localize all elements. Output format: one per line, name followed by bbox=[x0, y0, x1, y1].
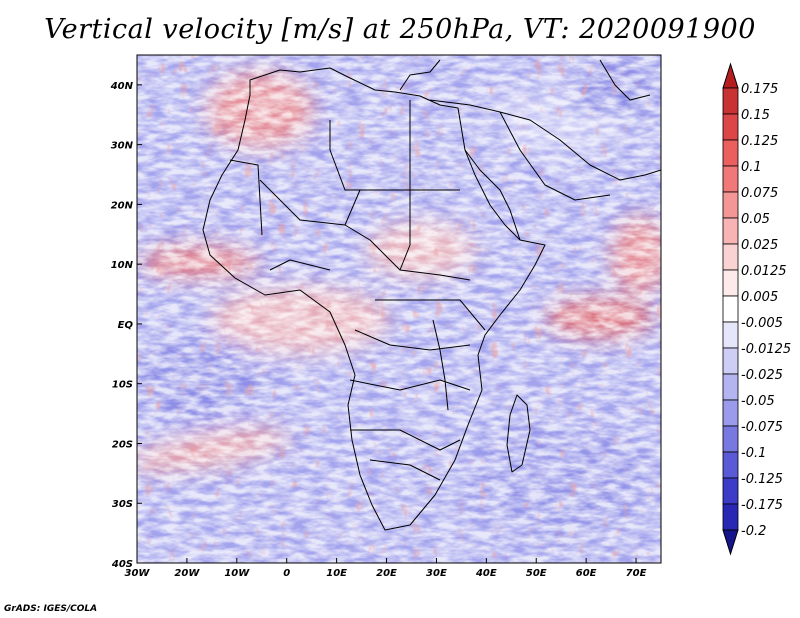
lon-tick-label: 70E bbox=[626, 568, 647, 579]
colorbar-label: -0.0125 bbox=[741, 342, 791, 357]
lat-tick-label: 30N bbox=[111, 141, 134, 152]
colorbar: 0.175 0.15 0.125 0.1 0.075 0.05 0.025 0.0125 0.0… bbox=[722, 62, 791, 556]
colorbar-swatch bbox=[722, 113, 739, 141]
lat-axis: 40N 30N 20N 10N EQ 10S 20S 30S 40S bbox=[110, 81, 142, 570]
colorbar-label: -0.05 bbox=[741, 394, 775, 409]
colorbar-swatch bbox=[722, 139, 739, 167]
velocity-field bbox=[137, 55, 661, 563]
lat-tick-label: 40N bbox=[110, 81, 134, 92]
lon-tick-label: 40E bbox=[475, 568, 497, 579]
lon-tick-label: 10W bbox=[224, 568, 250, 579]
lon-axis: 30W 20W 10W 0 10E 20E 30E 40E 50E 60E 70E bbox=[125, 558, 647, 579]
lat-tick-label: 10N bbox=[111, 260, 134, 271]
map-frame bbox=[136, 54, 662, 564]
colorbar-label: 0.075 bbox=[741, 186, 778, 201]
colorbar-label: 0.05 bbox=[741, 212, 770, 227]
colorbar-swatch bbox=[722, 425, 739, 453]
colorbar-label: -0.1 bbox=[741, 446, 766, 461]
colorbar-label: 0.025 bbox=[741, 238, 778, 253]
lon-tick-label: 0 bbox=[283, 568, 290, 579]
colorbar-swatch bbox=[722, 321, 739, 349]
colorbar-label: -0.005 bbox=[741, 316, 783, 331]
colorbar-swatch bbox=[722, 347, 739, 375]
lon-tick-label: 20E bbox=[376, 568, 397, 579]
colorbar-swatch bbox=[722, 503, 739, 531]
colorbar-swatch bbox=[722, 243, 739, 271]
colorbar-label: -0.2 bbox=[741, 524, 766, 539]
colorbar-swatch bbox=[722, 269, 739, 297]
colorbar-label: 0.005 bbox=[741, 290, 778, 305]
colorbar-swatch bbox=[722, 191, 739, 219]
colorbar-swatch bbox=[722, 295, 739, 323]
coastlines bbox=[202, 59, 661, 531]
lat-tick-label: 10S bbox=[112, 380, 133, 391]
colorbar-swatch bbox=[722, 87, 739, 115]
lon-tick-label: 60E bbox=[576, 568, 597, 579]
colorbar-label: 0.1 bbox=[741, 160, 762, 175]
lat-tick-label: 30S bbox=[112, 499, 133, 510]
lon-tick-label: 50E bbox=[526, 568, 547, 579]
lat-tick-label: 20N bbox=[111, 200, 134, 211]
colorbar-swatch bbox=[722, 373, 739, 401]
colorbar-swatch bbox=[722, 217, 739, 245]
colorbar-label: 0.15 bbox=[741, 108, 770, 123]
lat-tick-label: 40S bbox=[111, 559, 133, 570]
lon-tick-label: 20W bbox=[174, 568, 200, 579]
credit-text: GrADS: IGES/COLA bbox=[4, 604, 98, 614]
lat-tick-label: EQ bbox=[118, 320, 134, 331]
colorbar-swatch bbox=[722, 165, 739, 193]
colorbar-label: -0.175 bbox=[741, 498, 783, 513]
map-title: Vertical velocity [m/s] at 250hPa, VT: 2… bbox=[44, 14, 756, 45]
colorbar-label: -0.125 bbox=[741, 472, 783, 487]
colorbar-top-arrow bbox=[722, 62, 739, 89]
colorbar-label: -0.025 bbox=[741, 368, 783, 383]
colorbar-label: 0.175 bbox=[741, 82, 778, 97]
lat-tick-label: 20S bbox=[112, 439, 133, 450]
colorbar-label: 0.0125 bbox=[741, 264, 787, 279]
colorbar-bottom-arrow bbox=[722, 529, 739, 556]
colorbar-label: 0.125 bbox=[741, 134, 778, 149]
colorbar-swatch bbox=[722, 451, 739, 479]
lon-tick-label: 30E bbox=[426, 568, 447, 579]
colorbar-swatch bbox=[722, 399, 739, 427]
colorbar-label: -0.075 bbox=[741, 420, 783, 435]
lon-tick-label: 30W bbox=[125, 568, 151, 579]
lon-tick-label: 10E bbox=[326, 568, 347, 579]
colorbar-swatch bbox=[722, 477, 739, 505]
